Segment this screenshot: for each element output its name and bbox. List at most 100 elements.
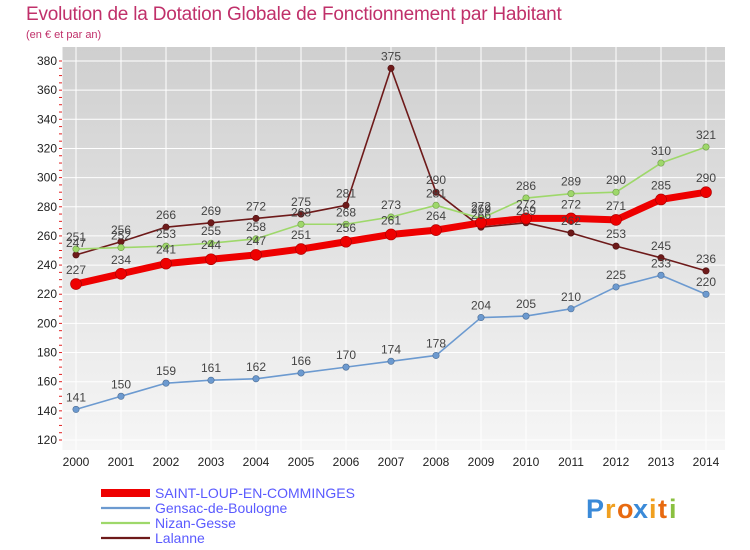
data-point-saint-loup-en-comminges: [205, 253, 217, 266]
y-tick-label: 340: [37, 112, 57, 126]
data-point-saint-loup-en-comminges: [430, 224, 442, 236]
data-point-gensac-de-boulogne: [702, 290, 710, 298]
logo-letter: P: [586, 494, 604, 524]
x-tick-label: 2011: [558, 455, 584, 469]
data-label-saint-loup-en-comminges: 244: [201, 238, 221, 252]
x-tick-label: 2007: [378, 455, 405, 469]
x-tick-label: 2006: [333, 455, 360, 469]
data-label-saint-loup-en-comminges: 251: [291, 228, 311, 242]
data-label-nizan-gesse: 252: [111, 229, 131, 243]
data-point-nizan-gesse: [657, 159, 665, 167]
data-point-saint-loup-en-comminges: [565, 212, 577, 225]
data-label-nizan-gesse: 289: [561, 175, 581, 189]
data-label-gensac-de-boulogne: 178: [426, 336, 446, 350]
axes: 120 140 160 180 200 220 240 260 280 300 320 340 360 3…: [37, 54, 720, 469]
data-point-nizan-gesse: [567, 190, 575, 198]
data-point-saint-loup-en-comminges: [160, 257, 172, 270]
data-point-nizan-gesse: [387, 213, 395, 221]
data-point-saint-loup-en-comminges: [610, 214, 622, 226]
data-label-saint-loup-en-comminges: 290: [696, 171, 716, 185]
chart-subtitle: (en € et par an): [26, 29, 102, 41]
data-label-lalanne: 272: [246, 199, 266, 213]
data-point-lalanne: [702, 267, 710, 275]
legend-label: Gensac-de-Boulogne: [155, 500, 288, 516]
data-label-nizan-gesse: 268: [336, 205, 356, 219]
y-tick-label: 160: [37, 375, 57, 389]
data-label-nizan-gesse: 286: [516, 179, 536, 193]
data-label-lalanne: 290: [426, 173, 446, 187]
x-tick-label: 2000: [63, 455, 90, 469]
data-label-nizan-gesse: 272: [471, 199, 491, 213]
data-point-gensac-de-boulogne: [432, 351, 440, 359]
y-tick-label: 180: [37, 346, 57, 360]
data-label-gensac-de-boulogne: 141: [66, 390, 86, 404]
data-label-saint-loup-en-comminges: 234: [111, 253, 131, 267]
data-label-gensac-de-boulogne: 220: [696, 275, 716, 289]
data-point-gensac-de-boulogne: [342, 363, 350, 371]
data-label-nizan-gesse: 253: [156, 227, 176, 241]
data-label-gensac-de-boulogne: 204: [471, 299, 491, 313]
data-point-gensac-de-boulogne: [72, 405, 80, 413]
data-label-gensac-de-boulogne: 162: [246, 360, 266, 374]
data-point-nizan-gesse: [432, 201, 440, 209]
data-point-gensac-de-boulogne: [657, 271, 665, 279]
data-label-gensac-de-boulogne: 210: [561, 290, 581, 304]
data-label-gensac-de-boulogne: 159: [156, 364, 176, 378]
data-label-saint-loup-en-comminges: 256: [336, 221, 356, 235]
data-point-gensac-de-boulogne: [207, 376, 215, 384]
data-label-gensac-de-boulogne: 174: [381, 342, 401, 356]
data-label-saint-loup-en-comminges: 241: [156, 243, 176, 257]
x-tick-label: 2008: [423, 455, 450, 469]
data-point-saint-loup-en-comminges: [520, 212, 532, 225]
data-point-gensac-de-boulogne: [387, 357, 395, 365]
y-tick-label: 200: [37, 316, 57, 330]
data-label-nizan-gesse: 258: [246, 220, 266, 234]
y-tick-label: 320: [37, 141, 57, 155]
data-point-nizan-gesse: [522, 194, 530, 202]
y-tick-label: 220: [37, 287, 57, 301]
data-point-gensac-de-boulogne: [567, 305, 575, 313]
x-tick-label: 2012: [603, 455, 630, 469]
data-point-nizan-gesse: [207, 239, 215, 247]
data-label-nizan-gesse: 321: [696, 128, 716, 142]
data-label-gensac-de-boulogne: 161: [201, 361, 221, 375]
data-point-lalanne: [657, 254, 665, 262]
logo-letter: t: [658, 494, 667, 524]
data-point-lalanne: [387, 64, 395, 72]
data-label-lalanne: 245: [651, 239, 671, 253]
data-point-nizan-gesse: [297, 220, 305, 228]
y-tick-label: 280: [37, 200, 57, 214]
data-label-saint-loup-en-comminges: 227: [66, 263, 86, 277]
data-label-nizan-gesse: 255: [201, 224, 221, 238]
legend: SAINT-LOUP-EN-COMMINGESGensac-de-Boulogn…: [101, 485, 355, 546]
data-label-lalanne: 281: [336, 186, 356, 200]
data-label-gensac-de-boulogne: 205: [516, 297, 536, 311]
data-label-nizan-gesse: 251: [66, 230, 86, 244]
data-point-gensac-de-boulogne: [612, 283, 620, 291]
data-label-saint-loup-en-comminges: 261: [381, 213, 401, 227]
data-label-saint-loup-en-comminges: 247: [246, 234, 266, 248]
data-label-nizan-gesse: 281: [426, 186, 446, 200]
y-tick-label: 120: [37, 433, 57, 447]
y-tick-label: 240: [37, 258, 57, 272]
data-label-lalanne: 266: [471, 208, 491, 222]
data-point-gensac-de-boulogne: [252, 375, 260, 383]
data-point-nizan-gesse: [162, 242, 170, 250]
x-tick-label: 2013: [648, 455, 675, 469]
data-point-saint-loup-en-comminges: [475, 217, 487, 229]
data-label-lalanne: 256: [111, 223, 131, 237]
x-tick-label: 2009: [468, 455, 495, 469]
data-point-lalanne: [297, 210, 305, 218]
data-point-saint-loup-en-comminges: [295, 243, 307, 255]
data-point-nizan-gesse: [342, 220, 350, 228]
data-point-lalanne: [342, 201, 350, 209]
data-point-nizan-gesse: [702, 143, 710, 151]
data-label-saint-loup-en-comminges: 272: [561, 197, 581, 211]
y-tick-label: 380: [37, 54, 57, 68]
data-label-nizan-gesse: 268: [291, 205, 311, 219]
data-label-saint-loup-en-comminges: 269: [471, 202, 491, 216]
data-point-lalanne: [72, 251, 80, 259]
data-label-lalanne: 236: [696, 252, 716, 266]
data-point-lalanne: [432, 188, 440, 196]
